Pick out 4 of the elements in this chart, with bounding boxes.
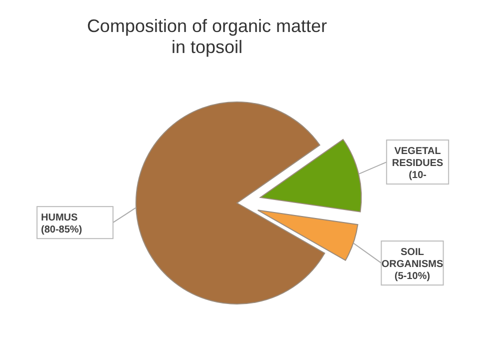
slice-label: SOIL ORGANISMS (5-10%)	[381, 247, 444, 282]
chart-title: Composition of organic matter in topsoil	[86, 16, 328, 57]
slice-label: HUMUS (80-85%)	[41, 212, 82, 236]
slice-label: VEGETAL RESIDUES (10-	[392, 146, 444, 182]
